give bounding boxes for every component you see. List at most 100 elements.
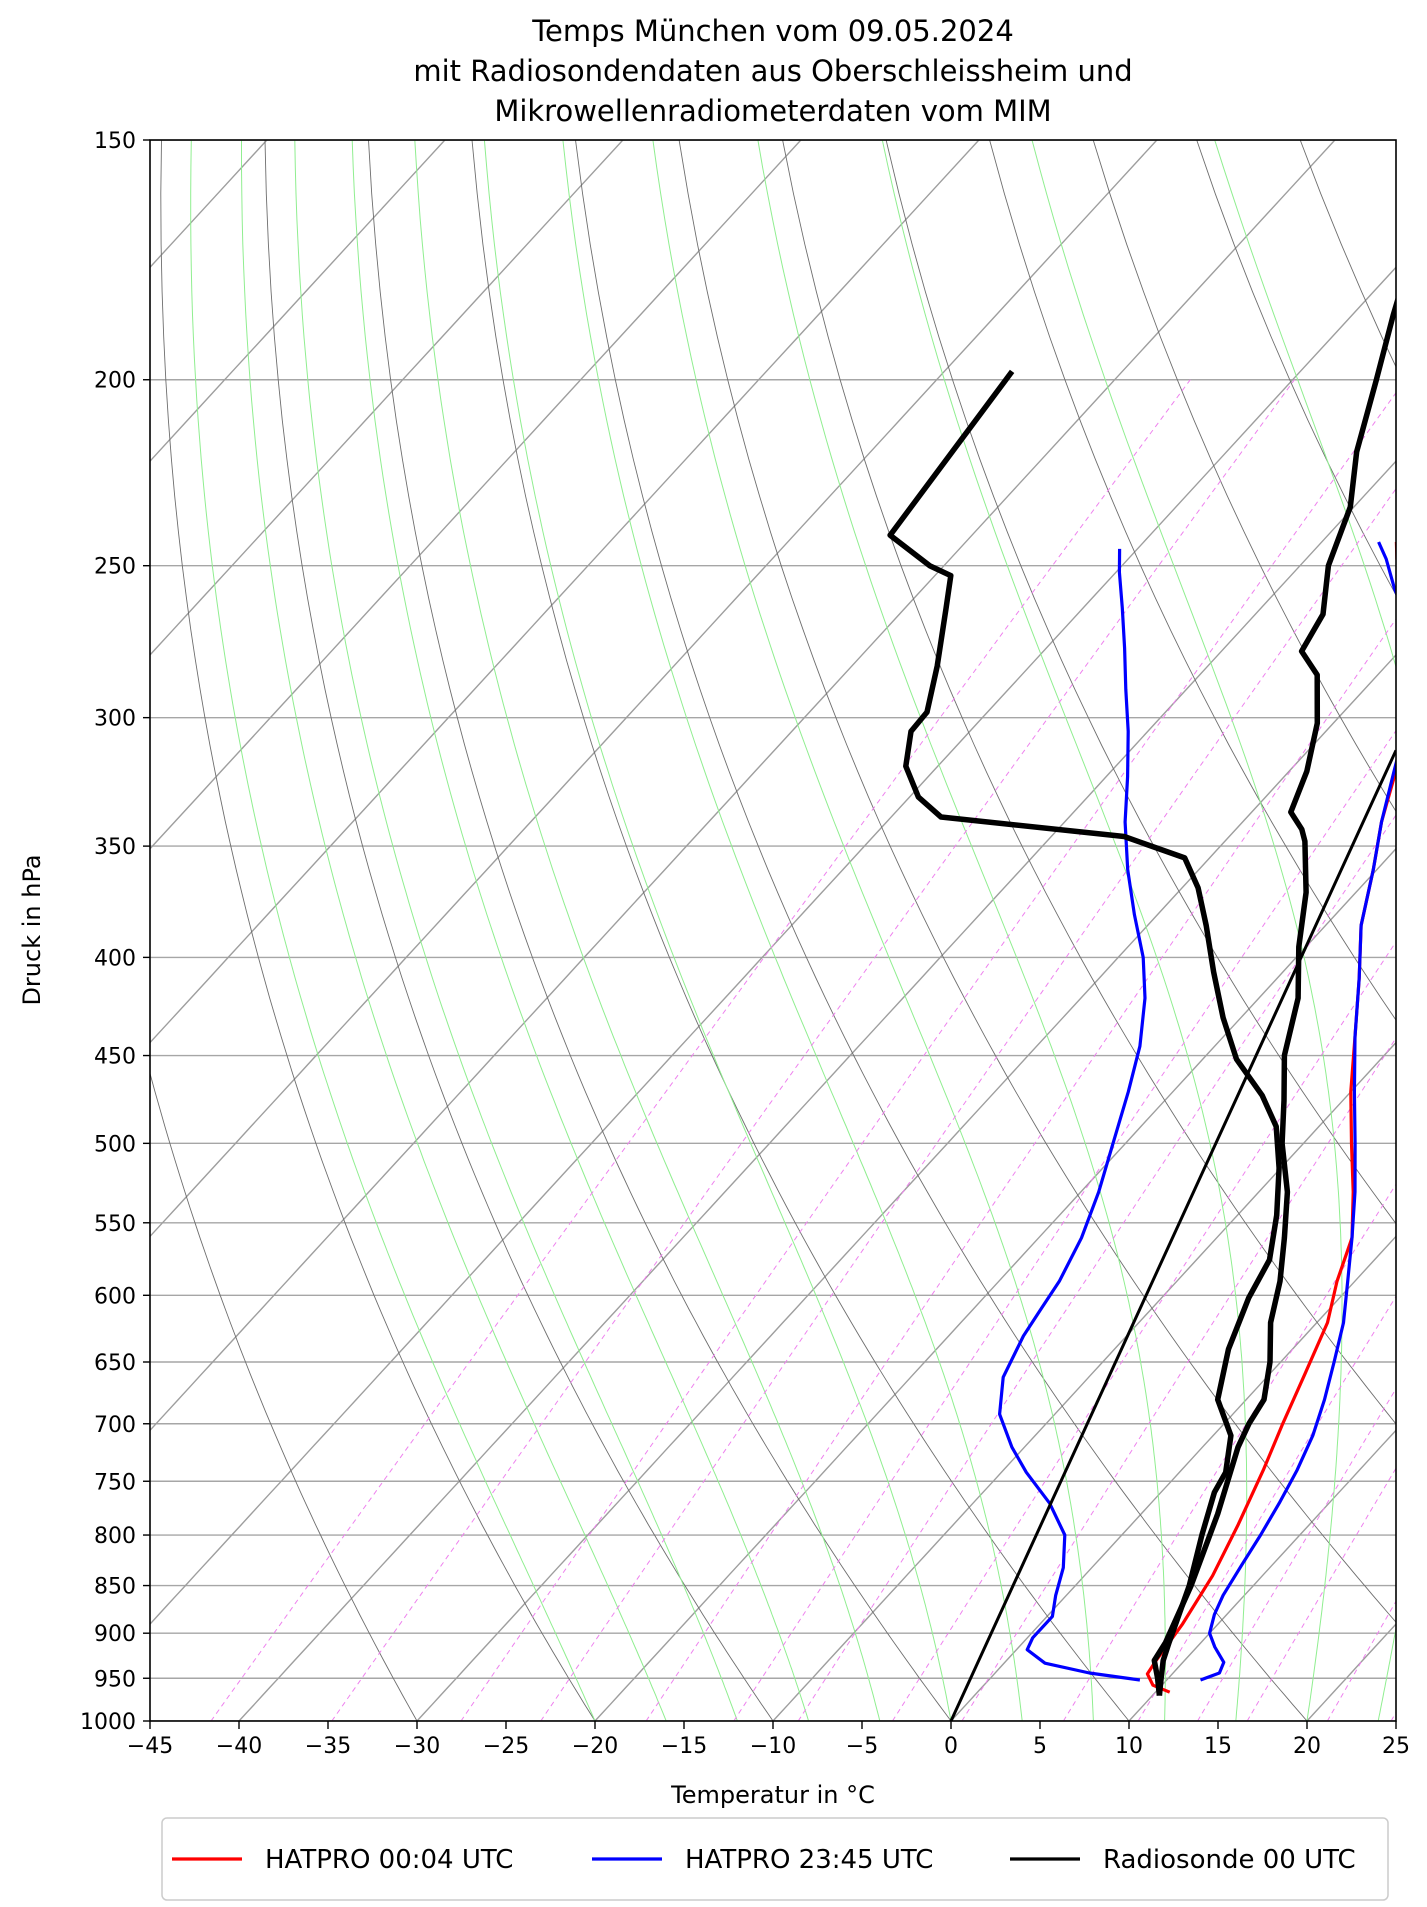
x-tick-label: −45 [127, 1734, 173, 1759]
x-tick-label: −20 [572, 1734, 618, 1759]
dry-adiabat-line [150, 1071, 418, 1721]
dry-adiabat-line [1404, 140, 1427, 1721]
moist-adiabat-line [351, 140, 810, 1721]
dry-adiabat-line [885, 140, 1396, 1225]
moist-adiabat-line [562, 140, 1023, 1721]
isotherm-line [1306, 1623, 1396, 1721]
isotherm-line [150, 140, 980, 1044]
chart-title-line-2: mit Radiosondendaten aus Oberschleisshei… [413, 54, 1132, 88]
isotherm-line [950, 1235, 1396, 1721]
legend: HATPRO 00:04 UTC HATPRO 23:45 UTC Radios… [161, 1817, 1389, 1901]
moist-adiabat-line [190, 140, 596, 1721]
mixing-ratio-line [733, 729, 1396, 1721]
dry-adiabat-line [264, 140, 774, 1721]
x-tick-label: −25 [483, 1734, 529, 1759]
y-tick-label: 600 [94, 1284, 136, 1309]
y-tick-label: 1000 [80, 1710, 136, 1735]
moist-adiabat-line [881, 140, 1248, 1721]
isotherm-line [150, 140, 1158, 1238]
mixing-ratio-line [1197, 1387, 1396, 1721]
y-axis-label: Druck in hPa [18, 854, 46, 1005]
y-tick-label: 300 [94, 707, 136, 732]
chart-title-line-3: Mikrowellenradiometerdaten vom MIM [494, 94, 1051, 128]
legend-box [161, 1817, 1389, 1901]
isotherm-line [416, 653, 1396, 1721]
dry-adiabat-line [1299, 140, 1396, 368]
y-tick-label: 400 [94, 946, 136, 971]
isotherm-line [150, 266, 1396, 1626]
y-tick-label: 800 [94, 1524, 136, 1549]
series-line-0 [1145, 542, 1396, 1694]
series-line-4 [887, 369, 1282, 1696]
x-axis-ticks: −45 −40 −35 −30 −25 −20 −15 −10 −5 0 5 10 15 20 25 [127, 1721, 1410, 1759]
y-tick-label: 550 [94, 1212, 136, 1237]
x-tick-label: 10 [1115, 1734, 1143, 1759]
y-tick-label: 500 [94, 1132, 136, 1157]
isotherm-line [150, 140, 446, 463]
data-series [887, 296, 1396, 1721]
dry-adiabat-line [471, 140, 1130, 1721]
mixing-ratio-line [460, 391, 1396, 1721]
mixing-ratio-line [1246, 1467, 1396, 1721]
x-tick-label: −5 [846, 1734, 878, 1759]
isotherm-line [772, 1041, 1396, 1721]
y-axis-ticks: 1000 950 900 850 800 750 700 650 600 550 500 450 400… [80, 129, 150, 1735]
mixing-ratio-line [797, 814, 1396, 1721]
y-tick-label: 700 [94, 1413, 136, 1438]
y-tick-label: 350 [94, 835, 136, 860]
dry-adiabat-line [575, 140, 1308, 1721]
isotherm-line [150, 140, 1336, 1432]
series-line-3 [1151, 296, 1396, 1696]
x-tick-label: 0 [944, 1734, 958, 1759]
y-tick-label: 900 [94, 1622, 136, 1647]
y-tick-label: 450 [94, 1045, 136, 1070]
moist-adiabat-line [483, 140, 952, 1721]
moist-adiabat-line [757, 140, 1166, 1721]
x-tick-label: 20 [1293, 1734, 1321, 1759]
mixing-ratio-line [961, 1037, 1396, 1721]
x-axis-label: Temperatur in °C [670, 1781, 875, 1809]
dry-adiabat-line [160, 140, 596, 1721]
isotherm-line [238, 460, 1396, 1721]
mixing-ratio-line [1326, 1600, 1396, 1721]
moist-adiabat-line [241, 140, 667, 1721]
y-tick-label: 200 [94, 369, 136, 394]
series-line-2 [997, 548, 1147, 1682]
y-tick-label: 850 [94, 1575, 136, 1600]
moist-adiabat-line [652, 140, 1094, 1721]
chart-title-line-1: Temps München vom 09.05.2024 [531, 14, 1014, 48]
isotherm-line [594, 847, 1396, 1721]
y-tick-label: 150 [94, 129, 136, 154]
x-tick-label: −15 [661, 1734, 707, 1759]
x-tick-label: −10 [750, 1734, 796, 1759]
series-line-1 [1199, 541, 1396, 1682]
reference-line [949, 749, 1396, 1721]
x-tick-label: 5 [1033, 1734, 1047, 1759]
y-tick-label: 650 [94, 1351, 136, 1376]
mixing-ratio-line [892, 940, 1396, 1721]
moist-adiabat-line [294, 140, 738, 1721]
x-tick-label: 25 [1382, 1734, 1410, 1759]
dry-adiabat-line [678, 140, 1396, 1623]
dry-adiabat-line [989, 140, 1396, 1021]
grid [150, 140, 1427, 1721]
mixing-ratio-line [540, 487, 1396, 1721]
legend-label-hatpro-2345: HATPRO 23:45 UTC [685, 1845, 933, 1875]
x-tick-label: 15 [1204, 1734, 1232, 1759]
dry-adiabat-line [1092, 140, 1396, 813]
mixing-ratio-line [331, 379, 1295, 1721]
mixing-ratio-line [210, 379, 1191, 1721]
y-tick-label: 950 [94, 1667, 136, 1692]
x-tick-label: −40 [216, 1734, 262, 1759]
mixing-ratio-line [1062, 1183, 1396, 1721]
x-tick-label: −35 [305, 1734, 351, 1759]
mixing-ratio-line [1137, 1295, 1396, 1721]
legend-label-radiosonde: Radiosonde 00 UTC [1103, 1845, 1356, 1875]
x-tick-label: −30 [394, 1734, 440, 1759]
moist-adiabat-line [1031, 140, 1343, 1721]
dry-adiabat-line [368, 140, 952, 1721]
moist-adiabat-line [414, 140, 881, 1721]
legend-label-hatpro-0004: HATPRO 00:04 UTC [265, 1845, 513, 1875]
y-tick-label: 250 [94, 555, 136, 580]
